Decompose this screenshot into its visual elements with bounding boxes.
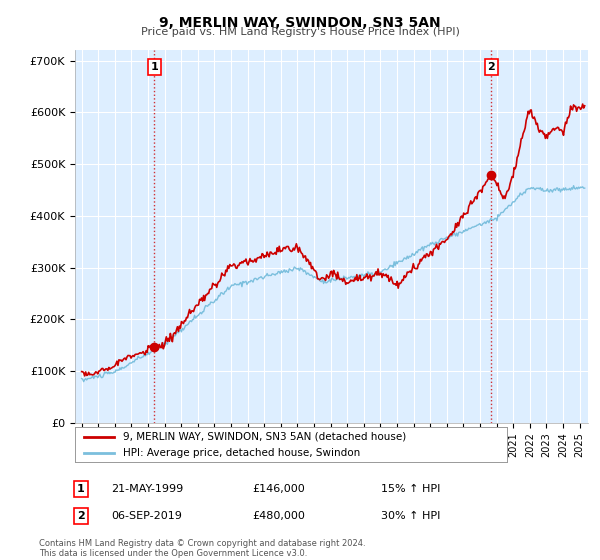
Text: £146,000: £146,000 bbox=[252, 484, 305, 494]
Text: 2: 2 bbox=[487, 62, 495, 72]
Text: 06-SEP-2019: 06-SEP-2019 bbox=[111, 511, 182, 521]
Text: 2: 2 bbox=[77, 511, 85, 521]
Text: 9, MERLIN WAY, SWINDON, SN3 5AN: 9, MERLIN WAY, SWINDON, SN3 5AN bbox=[159, 16, 441, 30]
Text: HPI: Average price, detached house, Swindon: HPI: Average price, detached house, Swin… bbox=[122, 448, 360, 458]
Text: Contains HM Land Registry data © Crown copyright and database right 2024.
This d: Contains HM Land Registry data © Crown c… bbox=[39, 539, 365, 558]
Text: 9, MERLIN WAY, SWINDON, SN3 5AN (detached house): 9, MERLIN WAY, SWINDON, SN3 5AN (detache… bbox=[122, 432, 406, 442]
Text: Price paid vs. HM Land Registry's House Price Index (HPI): Price paid vs. HM Land Registry's House … bbox=[140, 27, 460, 37]
Text: 30% ↑ HPI: 30% ↑ HPI bbox=[381, 511, 440, 521]
Text: 1: 1 bbox=[77, 484, 85, 494]
Text: £480,000: £480,000 bbox=[252, 511, 305, 521]
Text: 21-MAY-1999: 21-MAY-1999 bbox=[111, 484, 183, 494]
Text: 15% ↑ HPI: 15% ↑ HPI bbox=[381, 484, 440, 494]
Text: 1: 1 bbox=[151, 62, 158, 72]
